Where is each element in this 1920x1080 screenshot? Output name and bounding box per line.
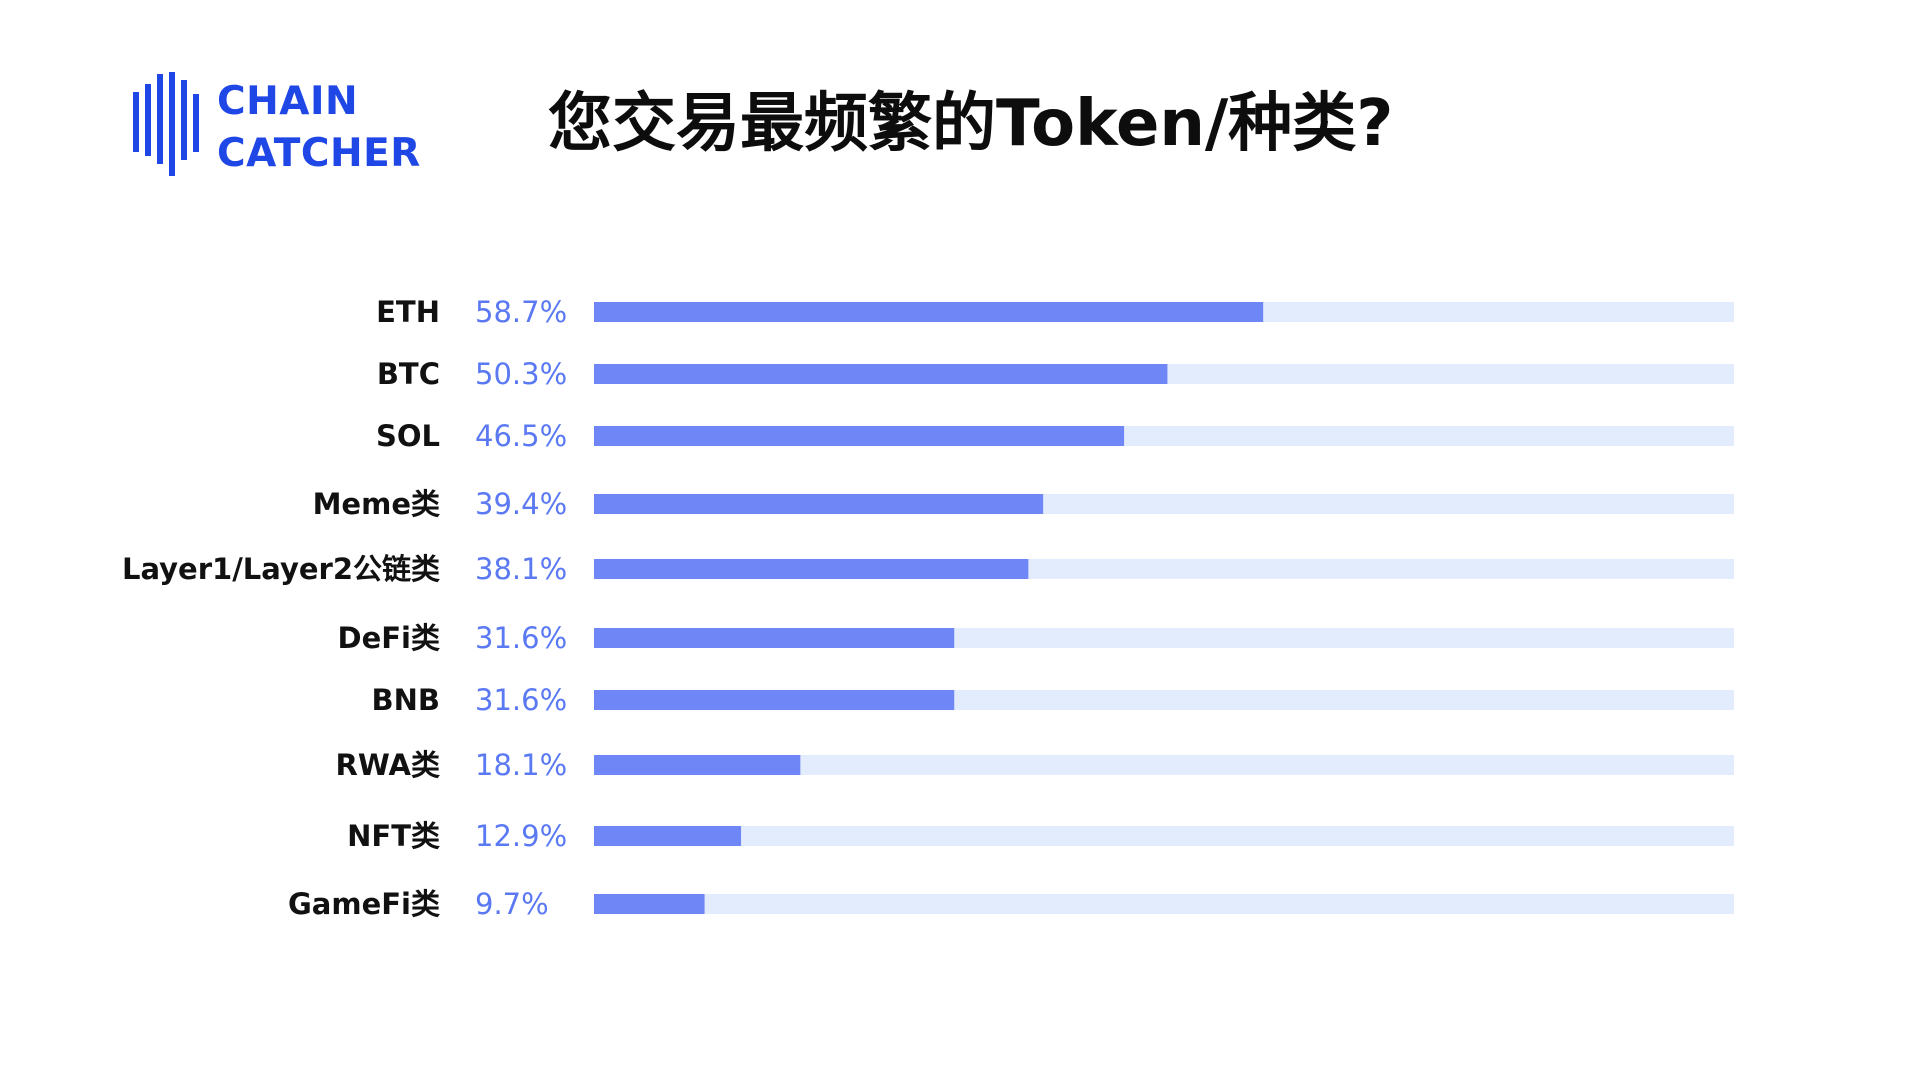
value-label: 12.9% [475,819,567,853]
bar [594,826,742,846]
logo: CHAIN CATCHER [133,72,453,182]
bar [594,494,1044,514]
bar-row: Meme类 39.4% [313,487,1734,521]
bar-track [594,755,1734,775]
category-label: Meme类 [313,487,440,521]
category-label: NFT类 [347,819,440,853]
bar [594,755,801,775]
bar-row: BNB 31.6% [372,683,1734,717]
bar-row: RWA类 18.1% [336,748,1734,782]
bar-row: SOL 46.5% [376,419,1734,453]
bar-track [594,826,1734,846]
value-label: 50.3% [475,357,567,391]
bar [594,559,1029,579]
bar [594,302,1264,322]
bar [594,894,705,914]
bar-row: BTC 50.3% [377,357,1734,391]
chaincatcher-logo-icon [133,72,199,176]
value-label: 18.1% [475,748,567,782]
value-label: 38.1% [475,552,567,586]
bar-row: Layer1/Layer2公链类 38.1% [122,552,1734,586]
bar [594,426,1125,446]
category-label: GameFi类 [288,887,440,921]
value-label: 39.4% [475,487,567,521]
bar [594,364,1168,384]
bar-row: GameFi类 9.7% [288,887,1734,921]
category-label: SOL [376,419,440,453]
category-label: BNB [372,683,440,717]
category-label: BTC [377,357,440,391]
category-label: RWA类 [336,748,440,782]
value-label: 9.7% [475,887,549,921]
bar-row: DeFi类 31.6% [338,621,1734,655]
logo-line-1: CHAIN [217,79,359,124]
bar-row: NFT类 12.9% [347,819,1734,853]
chart-title: 您交易最频繁的Token/种类? [548,87,1394,161]
value-label: 58.7% [475,295,567,329]
logo-line-2: CATCHER [217,131,421,176]
value-label: 31.6% [475,621,567,655]
logo-wordmark: CHAIN CATCHER [217,76,421,180]
category-label: ETH [376,295,440,329]
category-label: DeFi类 [338,621,441,655]
value-label: 46.5% [475,419,567,453]
bar [594,628,955,648]
bar-row: ETH 58.7% [376,295,1734,329]
category-label: Layer1/Layer2公链类 [122,552,440,586]
bar-track [594,894,1734,914]
value-label: 31.6% [475,683,567,717]
bar [594,690,955,710]
